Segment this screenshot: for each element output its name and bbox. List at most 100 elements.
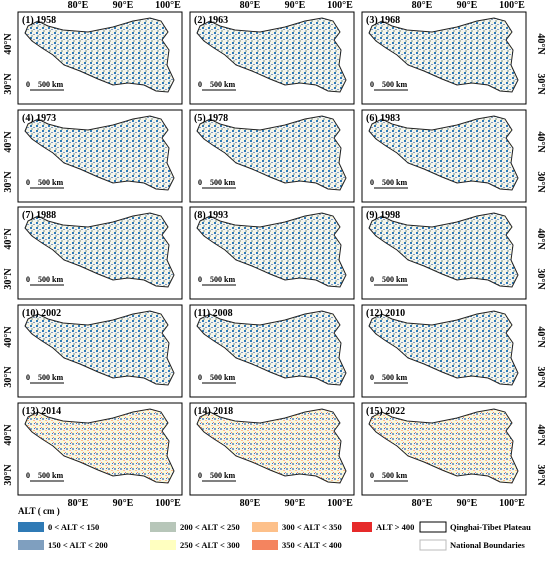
longitude-label: 80°E — [412, 498, 433, 509]
longitude-label: 80°E — [240, 498, 261, 509]
scale-zero: 0 — [26, 275, 30, 284]
map-panel: (7) 1988 0 500 km — [17, 206, 183, 300]
longitude-label: 100°E — [499, 0, 525, 11]
latitude-label: 30°N — [3, 171, 14, 193]
plateau — [368, 212, 519, 288]
longitude-label: 90°E — [285, 0, 306, 11]
map-panel: (1) 1958 0 500 km — [17, 11, 183, 105]
latitude-label: 40°N — [535, 131, 546, 153]
longitude-label: 80°E — [68, 498, 89, 509]
latitude-label: 40°N — [3, 33, 14, 55]
legend-title: ALT ( cm ) — [18, 506, 60, 516]
latitude-label: 30°N — [535, 464, 546, 486]
panel-label: (15) 2022 — [366, 406, 405, 417]
latitude-label: 40°N — [535, 326, 546, 348]
longitude-label: 100°E — [155, 0, 181, 11]
plateau — [24, 310, 175, 386]
latitude-label: 30°N — [535, 366, 546, 388]
scale-zero: 0 — [370, 80, 374, 89]
legend-label: ALT > 400 — [376, 522, 414, 532]
map-panel: (3) 1968 0 500 km — [361, 11, 527, 105]
longitude-label: 100°E — [327, 0, 353, 11]
map-panel: (13) 2014 0 500 km — [17, 402, 183, 496]
panel-label: (6) 1983 — [366, 113, 400, 124]
map-panel: (15) 2022 0 500 km — [361, 402, 527, 496]
scale-zero: 0 — [26, 80, 30, 89]
legend-swatch — [150, 522, 176, 532]
latitude-label: 40°N — [535, 33, 546, 55]
legend-label: 0 < ALT < 150 — [48, 522, 99, 532]
longitude-label: 90°E — [457, 498, 478, 509]
panel-label: (12) 2010 — [366, 308, 405, 319]
scale-distance: 500 km — [210, 373, 235, 382]
map-panel: (9) 1998 0 500 km — [361, 206, 527, 300]
longitude-label: 90°E — [285, 498, 306, 509]
longitude-label: 80°E — [68, 0, 89, 11]
scale-zero: 0 — [198, 275, 202, 284]
scale-distance: 500 km — [38, 178, 63, 187]
panel-label: (14) 2018 — [194, 406, 233, 417]
latitude-label: 40°N — [535, 228, 546, 250]
scale-distance: 500 km — [38, 471, 63, 480]
legend-swatch — [419, 539, 447, 551]
map-panel: (12) 2010 0 500 km — [361, 304, 527, 398]
map-panel: (6) 1983 0 500 km — [361, 109, 527, 203]
plateau — [368, 17, 519, 93]
scale-zero: 0 — [26, 178, 30, 187]
plateau — [24, 17, 175, 93]
scale-distance: 500 km — [210, 80, 235, 89]
map-panel: (2) 1963 0 500 km — [189, 11, 355, 105]
plateau — [196, 115, 347, 191]
map-panel: (4) 1973 0 500 km — [17, 109, 183, 203]
latitude-label: 30°N — [3, 366, 14, 388]
panel-label: (2) 1963 — [194, 15, 228, 26]
panel-label: (4) 1973 — [22, 113, 56, 124]
scale-distance: 500 km — [382, 275, 407, 284]
legend-swatch — [150, 540, 176, 550]
scale-distance: 500 km — [38, 80, 63, 89]
legend-label: National Boundaries — [450, 540, 526, 550]
legend-label: 350 < ALT < 400 — [282, 540, 342, 550]
latitude-label: 30°N — [3, 268, 14, 290]
latitude-label: 30°N — [3, 73, 14, 95]
longitude-label: 90°E — [113, 498, 134, 509]
legend-swatch — [252, 540, 278, 550]
map-panel: (8) 1993 0 500 km — [189, 206, 355, 300]
map-panel: (14) 2018 0 500 km — [189, 402, 355, 496]
scale-zero: 0 — [198, 471, 202, 480]
panel-label: (3) 1968 — [366, 15, 400, 26]
scale-zero: 0 — [26, 471, 30, 480]
longitude-label: 80°E — [412, 0, 433, 11]
legend-label: 250 < ALT < 300 — [180, 540, 240, 550]
scale-distance: 500 km — [382, 80, 407, 89]
latitude-label: 40°N — [3, 131, 14, 153]
latitude-label: 40°N — [3, 228, 14, 250]
scale-zero: 0 — [370, 275, 374, 284]
longitude-label: 100°E — [327, 498, 353, 509]
legend-label: 200 < ALT < 250 — [180, 522, 240, 532]
panel-label: (1) 1958 — [22, 15, 56, 26]
legend-swatch — [352, 522, 372, 532]
scale-zero: 0 — [370, 471, 374, 480]
longitude-label: 100°E — [155, 498, 181, 509]
scale-distance: 500 km — [382, 373, 407, 382]
plateau — [368, 408, 519, 484]
panel-label: (11) 2008 — [194, 308, 233, 319]
panel-label: (9) 1998 — [366, 210, 400, 221]
panel-label: (10) 2002 — [22, 308, 61, 319]
scale-zero: 0 — [370, 373, 374, 382]
map-panel: (10) 2002 0 500 km — [17, 304, 183, 398]
plateau — [196, 408, 347, 484]
panel-label: (8) 1993 — [194, 210, 228, 221]
panel-label: (13) 2014 — [22, 406, 61, 417]
plateau — [24, 212, 175, 288]
plateau — [24, 408, 175, 484]
latitude-label: 30°N — [535, 268, 546, 290]
map-panel: (11) 2008 0 500 km — [189, 304, 355, 398]
legend-label: Qinghai-Tibet Plateau — [450, 522, 531, 532]
plateau — [368, 115, 519, 191]
longitude-label: 90°E — [457, 0, 478, 11]
legend-swatch — [18, 540, 44, 550]
plateau — [24, 115, 175, 191]
